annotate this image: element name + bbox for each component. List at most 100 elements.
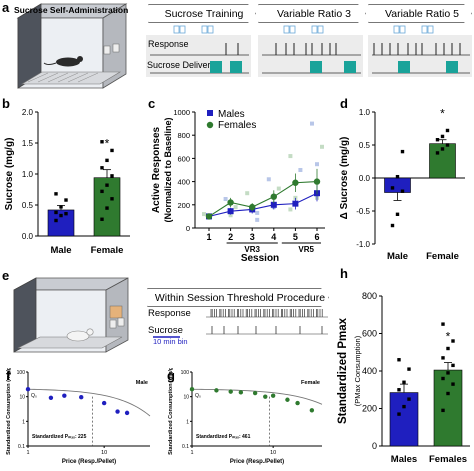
- individual-point: [288, 154, 293, 159]
- legend-marker-males: [207, 110, 213, 116]
- y-axis-label-sub: (Normalized to Baseline): [163, 117, 173, 222]
- data-point: [238, 390, 244, 395]
- data-point: [407, 397, 411, 401]
- x-axis-label: Session: [241, 253, 279, 264]
- data-point: [54, 210, 58, 215]
- session-icons-row: [146, 22, 472, 40]
- data-point: [101, 400, 107, 406]
- category-label: Male: [387, 251, 408, 262]
- chart-f: 0.1 1 10 100 1 10 Q₀ Standardized Pₘₐₓ: 225 Male…: [0, 365, 160, 471]
- session-icon: [179, 25, 186, 34]
- data-point: [400, 149, 405, 154]
- data-point: [445, 143, 450, 147]
- x-tick-label: 10: [101, 450, 107, 456]
- data-point: [64, 211, 68, 216]
- session-icon: [289, 25, 296, 34]
- phase-label: Variable Ratio 5: [385, 7, 459, 20]
- data-point: [105, 158, 109, 163]
- sucrose-delivery-block: [446, 61, 458, 73]
- y-tick-label: 1000: [173, 108, 190, 117]
- individual-point: [315, 162, 319, 167]
- data-point: [397, 412, 401, 416]
- individual-point: [223, 197, 228, 201]
- x-axis-label: Price (Resp./Pellet): [62, 459, 116, 465]
- data-point: [25, 387, 31, 392]
- legend-label-females: Females: [218, 120, 256, 131]
- bar-males: [389, 392, 419, 447]
- data-point: [446, 346, 450, 351]
- y-tick-label: 100: [181, 370, 190, 376]
- phase-box-vr5: Variable Ratio 5: [368, 4, 472, 23]
- category-label: Males: [391, 454, 417, 465]
- session-icon: [421, 25, 428, 34]
- legend-marker-females: [206, 121, 214, 129]
- session-icon: [207, 25, 214, 34]
- data-point: [441, 356, 445, 360]
- q0-label: Q₀: [195, 393, 201, 399]
- y-tick-label: 400: [177, 178, 190, 187]
- phase-box-vr3: Variable Ratio 3: [258, 4, 366, 23]
- individual-point: [276, 186, 281, 191]
- x-tick-label: 6: [314, 232, 319, 242]
- data-point: [445, 128, 450, 133]
- data-point: [270, 393, 276, 398]
- y-tick-label: 1: [186, 419, 189, 425]
- series-point-males: [270, 201, 277, 208]
- panel-label-b: b: [2, 96, 10, 111]
- data-point: [435, 138, 440, 142]
- chart-g: 0.1 1 10 100 1 10 Q₀ Standardized Pₘₐₓ: 461 Fema…: [162, 365, 332, 471]
- y-tick-label: 10: [19, 395, 25, 401]
- data-point: [451, 339, 455, 343]
- series-point-females: [205, 213, 213, 220]
- panel-label-f: f: [6, 368, 11, 383]
- session-icon: [283, 25, 290, 34]
- x-axis-label: Price (Resp./Pellet): [230, 459, 284, 465]
- data-point: [110, 174, 114, 178]
- y-tick-label: 0.0: [359, 174, 371, 183]
- panel-label-c: c: [148, 96, 156, 111]
- individual-point: [298, 168, 303, 172]
- y-tick-label: 0.5: [359, 141, 371, 150]
- series-point-males: [227, 208, 234, 215]
- series-point-males: [292, 200, 299, 207]
- data-point: [252, 390, 258, 396]
- data-point: [59, 205, 63, 209]
- panel-label-h: h: [340, 266, 348, 281]
- data-point: [440, 134, 445, 139]
- individual-point: [320, 144, 324, 149]
- data-point: [64, 198, 68, 202]
- data-point: [309, 408, 315, 413]
- data-point: [54, 218, 58, 223]
- y-tick-label: 600: [177, 154, 190, 163]
- x-tick-label: 1: [26, 450, 29, 456]
- row-label-e-response: Response: [148, 308, 191, 319]
- data-point: [214, 388, 219, 393]
- sucrose-delivery-block: [210, 61, 222, 73]
- panel-label-a: a: [2, 0, 10, 15]
- y-tick-label: 800: [177, 131, 190, 140]
- panel-label-e: e: [2, 268, 10, 283]
- y-tick-label: 100: [17, 370, 26, 376]
- sucrose-delivery-block: [310, 61, 322, 73]
- session-icon: [317, 25, 324, 34]
- phase-label-vr5: VR5: [298, 245, 314, 254]
- y-tick-label: 1.0: [22, 170, 34, 179]
- data-point: [124, 410, 130, 416]
- y-tick-label: 600: [362, 329, 377, 339]
- data-point: [441, 408, 445, 413]
- chart-h: 0 200 400 600 800 Males Females * Standardized P…: [332, 266, 474, 471]
- panel-label-d: d: [340, 96, 348, 111]
- series-point-females: [292, 179, 299, 186]
- significance-star: *: [446, 330, 451, 344]
- q0-label: Q₀: [31, 393, 37, 399]
- chart-d: -1.0 -0.5 0.0 0.5 1.0 Male Female * Δ Sucrose (m…: [335, 96, 474, 269]
- data-point: [446, 371, 450, 375]
- y-tick-label: 1.5: [22, 139, 34, 148]
- x-tick-label: 10: [270, 450, 276, 456]
- threshold-trace-plot: [150, 305, 330, 350]
- y-tick-label: -1.0: [356, 240, 370, 249]
- y-tick-label: 0.1: [18, 444, 25, 450]
- legend-label: Male: [136, 380, 148, 386]
- y-axis-sublabel: (PMax Consumption): [353, 335, 362, 406]
- y-tick-label: 200: [177, 201, 190, 210]
